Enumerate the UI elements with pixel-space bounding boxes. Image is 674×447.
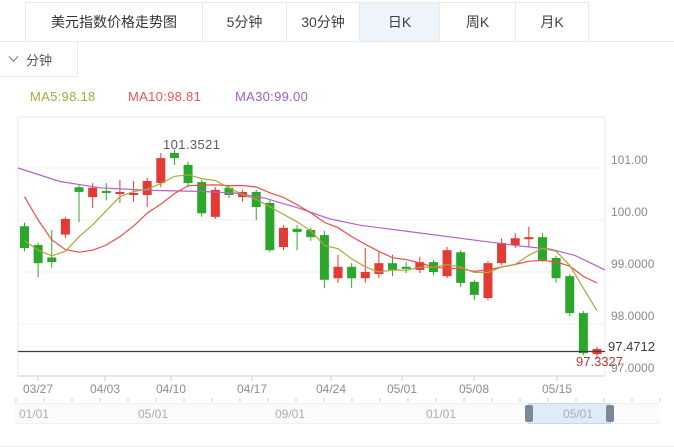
tab-30min[interactable]: 30分钟	[286, 2, 360, 42]
candle-body	[442, 250, 452, 277]
minute-dropdown[interactable]: 分钟	[0, 42, 78, 77]
navigator-date-label: 05/01	[562, 407, 594, 421]
tab-weekly-k[interactable]: 周K	[439, 2, 516, 42]
candle-body	[292, 228, 302, 232]
high-annotation: 101.3521	[163, 137, 221, 152]
candle-body	[388, 263, 398, 270]
candle-body	[156, 158, 166, 184]
chevron-down-icon	[8, 55, 19, 63]
candle-body	[333, 266, 343, 279]
candle-body	[469, 281, 479, 295]
navigator-date-label: 05/01	[137, 407, 169, 421]
navigator-date-label: 01/01	[425, 407, 457, 421]
candle-body	[306, 229, 316, 238]
x-axis-label: 04/24	[315, 382, 347, 396]
navigator-date-label: 09/01	[274, 407, 306, 421]
candle-body	[142, 181, 152, 196]
candle-body	[197, 182, 207, 214]
navigator-left-handle[interactable]	[525, 405, 533, 422]
ma30-legend-value: MA30:99.00	[235, 89, 309, 104]
candle-body	[415, 262, 425, 270]
candle-body	[578, 313, 588, 354]
range-navigator-track[interactable]	[14, 403, 660, 424]
x-axis-label: 05/01	[386, 382, 418, 396]
candle-body	[169, 152, 179, 159]
x-axis-label: 03/27	[22, 382, 54, 396]
last-price-label: 97.3327	[576, 354, 623, 369]
timeframe-tabbar: 美元指数价格走势图 5分钟 30分钟 日K 周K 月K	[25, 2, 589, 42]
minute-dropdown-label: 分钟	[26, 52, 53, 68]
y-axis-label: 99.0000	[611, 257, 655, 271]
candle-body	[115, 191, 125, 194]
candle-body	[224, 187, 234, 196]
ma5-line	[24, 174, 598, 312]
navigator-date-label: 01/01	[18, 407, 50, 421]
x-axis-label: 05/08	[458, 382, 490, 396]
navigator-right-handle[interactable]	[606, 405, 614, 422]
candle-body	[20, 226, 29, 249]
navigator-selected-range[interactable]	[525, 403, 614, 424]
x-axis-label: 04/03	[89, 382, 121, 396]
candle-body	[101, 190, 111, 193]
candle-body	[524, 237, 534, 240]
tabbar-divider	[0, 41, 674, 42]
candle-body	[347, 266, 357, 279]
y-axis-label: 100.00	[611, 205, 648, 219]
x-axis-label: 05/15	[541, 382, 573, 396]
prev-close-label: 97.4712	[608, 339, 655, 354]
candle-body	[60, 218, 70, 235]
candle-body	[319, 235, 329, 280]
x-axis-label: 04/10	[155, 382, 187, 396]
candle-body	[497, 242, 507, 264]
tab-monthly-k[interactable]: 月K	[515, 2, 589, 42]
candle-body	[510, 238, 520, 245]
candle-body	[278, 227, 288, 248]
candle-body	[47, 257, 57, 263]
candle-body	[129, 192, 139, 196]
y-axis-label: 97.0000	[611, 361, 655, 375]
candle-body	[183, 164, 193, 184]
candle-body	[401, 266, 411, 269]
candle-body	[88, 187, 98, 198]
candle-body	[210, 189, 220, 217]
candle-body	[374, 263, 384, 275]
candle-body	[551, 257, 561, 279]
candle-body	[265, 202, 275, 251]
y-axis-label: 101.00	[611, 153, 648, 167]
ma10-legend-value: MA10:98.81	[128, 89, 202, 104]
x-axis-label: 04/17	[236, 382, 268, 396]
candle-body	[74, 187, 84, 192]
candle-body	[483, 263, 493, 298]
candle-body	[33, 244, 43, 264]
candle-body	[565, 276, 575, 314]
candle-body	[360, 272, 370, 279]
page-title: 美元指数价格走势图	[25, 2, 203, 42]
y-axis-label: 98.0000	[611, 309, 655, 323]
plot-border	[17, 116, 606, 377]
ma5-legend-value: MA5:98.18	[30, 89, 96, 104]
